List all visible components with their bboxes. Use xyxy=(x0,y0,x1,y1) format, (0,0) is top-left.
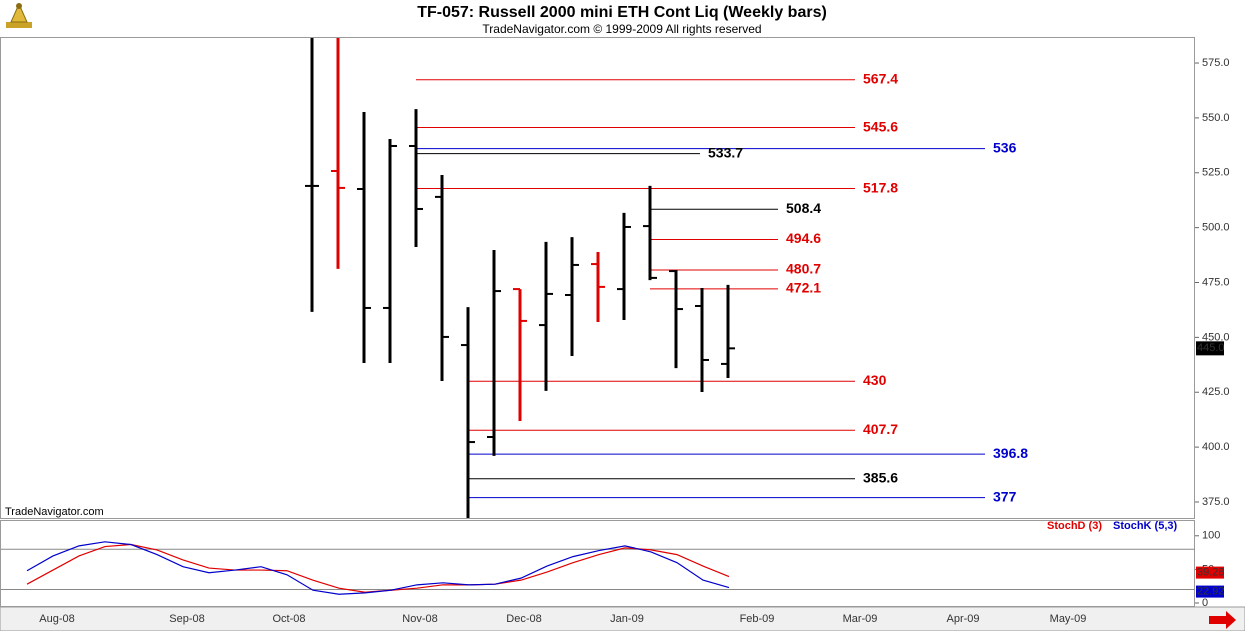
last-price-label: 445.0 xyxy=(1197,342,1225,354)
y-tick-label: 400.0 xyxy=(1202,441,1230,453)
x-tick-label: May-09 xyxy=(1050,613,1087,625)
last-price-box xyxy=(1196,341,1224,356)
y-tick-label: 0 xyxy=(1202,597,1208,609)
scroll-arrow[interactable] xyxy=(1209,611,1236,629)
x-tick-label: Dec-08 xyxy=(506,613,541,625)
y-tick-label: 100 xyxy=(1202,530,1220,542)
level-label: 545.6 xyxy=(863,118,898,134)
level-label: 508.4 xyxy=(786,200,821,216)
level-label: 407.7 xyxy=(863,421,898,437)
level-label: 385.6 xyxy=(863,469,898,485)
level-label: 396.8 xyxy=(993,445,1028,461)
level-label: 567.4 xyxy=(863,70,898,86)
y-tick-label: 450.0 xyxy=(1202,331,1230,343)
x-tick-label: Apr-09 xyxy=(946,613,979,625)
level-label: 430 xyxy=(863,372,887,388)
x-tick-label: Nov-08 xyxy=(402,613,437,625)
y-tick-label: 500.0 xyxy=(1202,222,1230,234)
y-tick-label: 525.0 xyxy=(1202,167,1230,179)
y-tick-label: 425.0 xyxy=(1202,386,1230,398)
stoch-line xyxy=(26,541,730,595)
x-tick-label: Oct-08 xyxy=(272,613,305,625)
chart-title: TF-057: Russell 2000 mini ETH Cont Liq (… xyxy=(417,4,827,21)
level-label: 480.7 xyxy=(786,261,821,277)
x-axis-strip xyxy=(0,606,1245,631)
x-tick-label: Aug-08 xyxy=(39,613,74,625)
y-tick-label: 375.0 xyxy=(1202,496,1230,508)
last-value-label: 39.28 xyxy=(1197,566,1225,578)
y-tick-label: 475.0 xyxy=(1202,276,1230,288)
level-label: 472.1 xyxy=(786,280,821,296)
last-value-box xyxy=(1196,566,1224,579)
y-tick-label: 550.0 xyxy=(1202,112,1230,124)
stoch-panel xyxy=(0,520,1195,607)
level-label: 494.6 xyxy=(786,230,821,246)
level-label: 536 xyxy=(993,139,1017,155)
last-value-label: 22.92 xyxy=(1197,585,1225,597)
x-tick-label: Jan-09 xyxy=(610,613,644,625)
legend-entry: StochK (5,3) xyxy=(1113,520,1178,532)
chart-subtitle: TradeNavigator.com © 1999-2009 All right… xyxy=(482,22,761,36)
level-label: 377 xyxy=(993,488,1017,504)
legend-entry: StochD (3) xyxy=(1047,520,1102,532)
last-value-box xyxy=(1196,585,1224,598)
watermark: TradeNavigator.com xyxy=(5,506,104,518)
level-label: 517.8 xyxy=(863,179,898,195)
x-tick-label: Mar-09 xyxy=(843,613,878,625)
y-tick-label: 575.0 xyxy=(1202,57,1230,69)
x-tick-label: Feb-09 xyxy=(740,613,775,625)
x-tick-label: Sep-08 xyxy=(169,613,204,625)
level-label: 533.7 xyxy=(708,144,743,160)
logo xyxy=(6,2,32,28)
